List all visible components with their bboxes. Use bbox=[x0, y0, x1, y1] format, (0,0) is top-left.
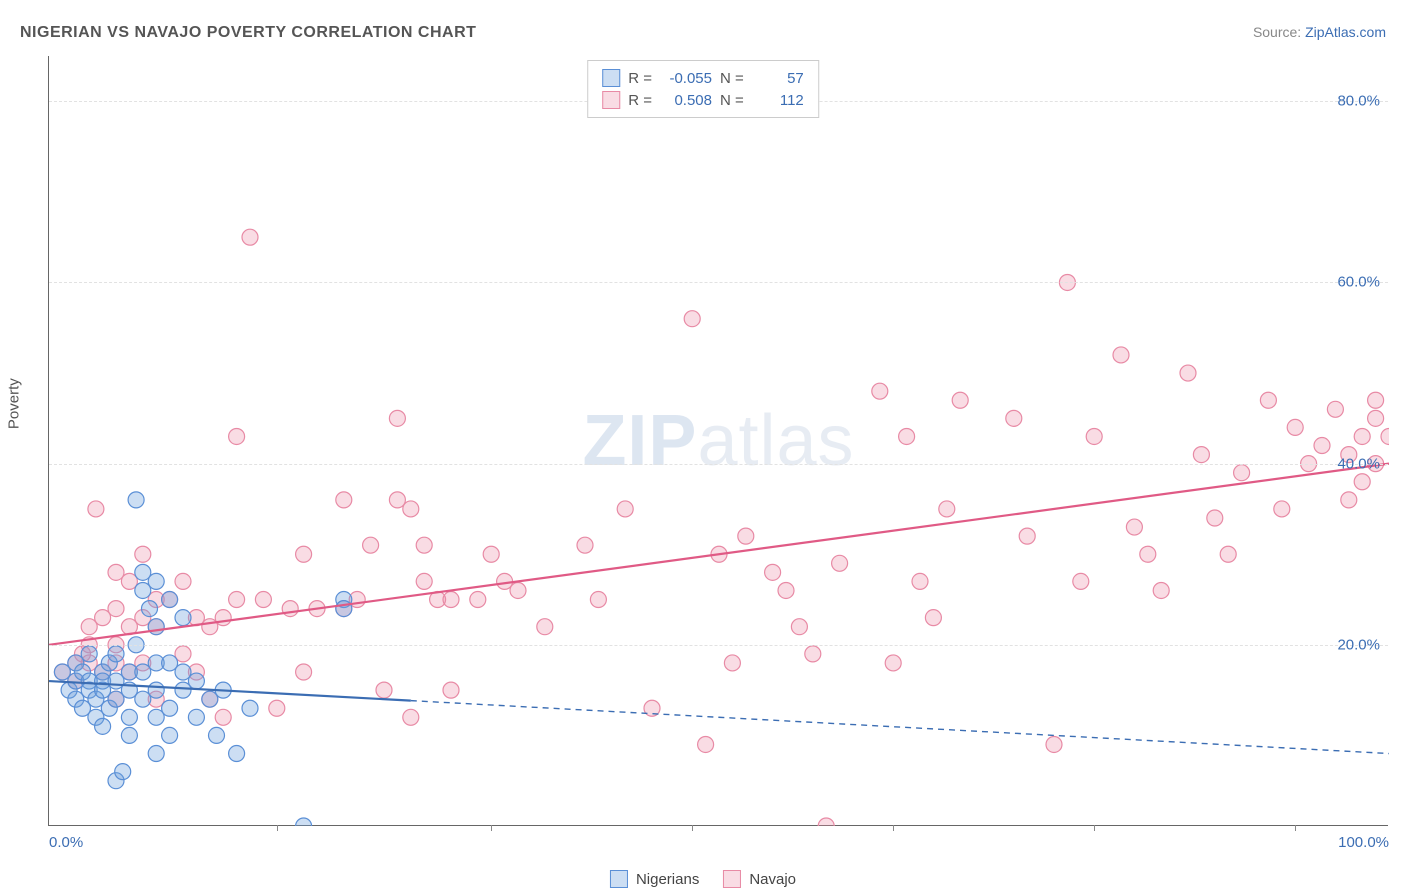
swatch-nigerians bbox=[602, 69, 620, 87]
legend-item-navajo: Navajo bbox=[723, 870, 796, 888]
r-label: R = bbox=[628, 92, 652, 109]
stats-row-navajo: R = 0.508 N = 112 bbox=[602, 89, 804, 111]
legend-swatch-navajo bbox=[723, 870, 741, 888]
swatch-navajo bbox=[602, 91, 620, 109]
source-attribution: Source: ZipAtlas.com bbox=[1253, 24, 1386, 40]
chart-title: NIGERIAN VS NAVAJO POVERTY CORRELATION C… bbox=[20, 24, 476, 42]
source-prefix: Source: bbox=[1253, 24, 1305, 40]
source-link[interactable]: ZipAtlas.com bbox=[1305, 24, 1386, 40]
n-label: N = bbox=[720, 70, 744, 87]
legend-item-nigerians: Nigerians bbox=[610, 870, 699, 888]
stats-row-nigerians: R = -0.055 N = 57 bbox=[602, 67, 804, 89]
r-value-navajo: 0.508 bbox=[660, 92, 712, 109]
bottom-legend: Nigerians Navajo bbox=[610, 870, 796, 888]
scatter-plot-svg bbox=[49, 56, 1389, 826]
r-value-nigerians: -0.055 bbox=[660, 70, 712, 87]
n-value-nigerians: 57 bbox=[752, 70, 804, 87]
correlation-stats-box: R = -0.055 N = 57 R = 0.508 N = 112 bbox=[587, 60, 819, 118]
r-label: R = bbox=[628, 70, 652, 87]
legend-label-navajo: Navajo bbox=[749, 871, 796, 888]
chart-container: NIGERIAN VS NAVAJO POVERTY CORRELATION C… bbox=[0, 0, 1406, 892]
plot-area: ZIPatlas 20.0%40.0%60.0%80.0%0.0%100.0% bbox=[48, 56, 1388, 826]
n-value-navajo: 112 bbox=[752, 92, 804, 109]
n-label: N = bbox=[720, 92, 744, 109]
legend-swatch-nigerians bbox=[610, 870, 628, 888]
legend-label-nigerians: Nigerians bbox=[636, 871, 699, 888]
y-axis-label: Poverty bbox=[6, 378, 23, 429]
